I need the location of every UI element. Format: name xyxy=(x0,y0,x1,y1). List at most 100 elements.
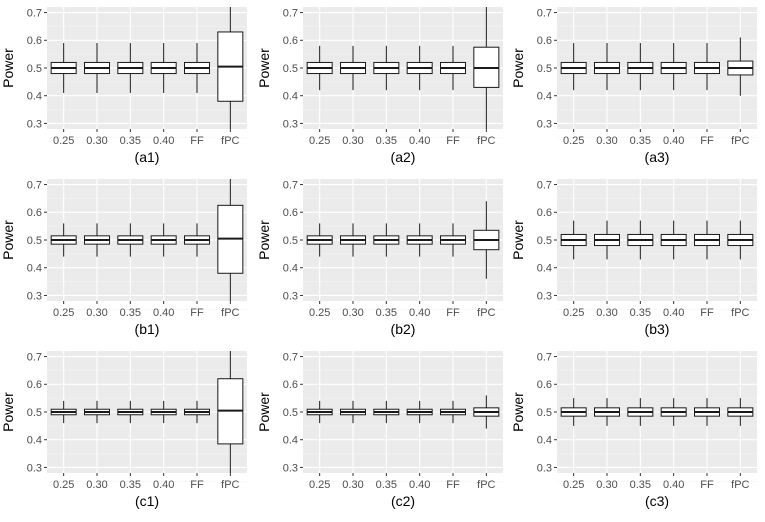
y-tick-label: 0.7 xyxy=(537,351,552,363)
y-tick-label: 0.7 xyxy=(27,7,42,19)
box-0.25 xyxy=(50,223,77,257)
panel-c3: 0.3 0.4 0.5 0.6 0.7 0.25 0.30 0.35 0.40 FF fPC Powe… xyxy=(510,351,757,509)
box-FF xyxy=(694,220,720,260)
box-0.30 xyxy=(84,43,110,93)
x-tick-label: 0.25 xyxy=(309,479,330,491)
box-fPC xyxy=(727,37,754,96)
y-tick-label: 0.7 xyxy=(537,7,552,19)
box-0.40 xyxy=(406,45,433,91)
box-0.35 xyxy=(373,400,400,424)
y-tick-label: 0.5 xyxy=(27,407,42,419)
box-FF xyxy=(694,43,720,91)
y-tick-label: 0.4 xyxy=(537,435,552,447)
x-tick-label: fPC xyxy=(221,479,239,491)
x-tick-label: 0.40 xyxy=(409,307,430,319)
y-tick-label: 0.6 xyxy=(537,379,552,391)
x-tick-label: FF xyxy=(446,135,460,147)
y-tick-label: 0.3 xyxy=(283,462,298,474)
box-FF xyxy=(184,223,210,257)
panel-c2: 0.3 0.4 0.5 0.6 0.7 0.25 0.30 0.35 0.40 FF fPC Powe… xyxy=(256,351,503,509)
x-tick-label: 0.25 xyxy=(309,135,330,147)
panel-a1: 0.3 0.4 0.5 0.6 0.7 0.25 0.30 0.35 0.40 FF fPC Powe… xyxy=(0,7,247,165)
x-tick-label: 0.35 xyxy=(630,479,651,491)
box-0.30 xyxy=(340,400,366,424)
y-tick-label: 0.4 xyxy=(283,91,298,103)
panel-label: (a3) xyxy=(645,149,670,165)
y-tick-label: 0.5 xyxy=(537,407,552,419)
box-0.35 xyxy=(627,43,654,91)
x-tick-label: 0.30 xyxy=(86,307,107,319)
x-tick-label: 0.30 xyxy=(86,479,107,491)
x-tick-label: fPC xyxy=(477,307,495,319)
box-0.40 xyxy=(150,400,177,424)
x-tick-label: 0.35 xyxy=(376,135,397,147)
y-tick-label: 0.7 xyxy=(27,351,42,363)
x-tick-label: 0.30 xyxy=(596,307,617,319)
box-fPC xyxy=(217,179,244,301)
panel-label: (b3) xyxy=(645,321,670,337)
panel-label: (c2) xyxy=(391,493,415,509)
y-tick-label: 0.4 xyxy=(283,263,298,275)
y-axis-label: Power xyxy=(510,220,526,260)
x-tick-label: 0.25 xyxy=(563,135,584,147)
panel-b3: 0.3 0.4 0.5 0.6 0.7 0.25 0.30 0.35 0.40 FF fPC Powe… xyxy=(510,179,757,337)
y-tick-label: 0.3 xyxy=(27,462,42,474)
box-FF xyxy=(184,400,210,424)
y-tick-label: 0.5 xyxy=(283,407,298,419)
y-tick-label: 0.7 xyxy=(283,351,298,363)
y-axis-label: Power xyxy=(256,392,272,432)
x-tick-label: fPC xyxy=(477,479,495,491)
x-tick-label: 0.40 xyxy=(663,307,684,319)
y-axis-label: Power xyxy=(256,220,272,260)
x-tick-label: 0.40 xyxy=(153,307,174,319)
box-fPC xyxy=(727,220,754,260)
x-tick-label: 0.35 xyxy=(376,307,397,319)
box-0.30 xyxy=(594,220,620,260)
box-0.35 xyxy=(373,223,400,257)
y-axis-label: Power xyxy=(0,48,16,88)
y-tick-label: 0.3 xyxy=(283,118,298,130)
x-tick-label: 0.35 xyxy=(120,307,141,319)
y-tick-label: 0.4 xyxy=(537,91,552,103)
y-tick-label: 0.3 xyxy=(27,290,42,302)
y-tick-label: 0.7 xyxy=(283,179,298,191)
x-tick-label: FF xyxy=(190,135,204,147)
y-tick-label: 0.5 xyxy=(537,63,552,75)
x-tick-label: 0.40 xyxy=(153,135,174,147)
x-tick-label: 0.35 xyxy=(630,307,651,319)
box-0.35 xyxy=(373,45,400,91)
x-tick-label: fPC xyxy=(731,135,749,147)
x-tick-label: 0.25 xyxy=(53,135,74,147)
box-fPC xyxy=(217,351,244,473)
y-tick-label: 0.7 xyxy=(537,179,552,191)
y-tick-label: 0.6 xyxy=(537,35,552,47)
box-0.40 xyxy=(660,398,687,426)
panel-label: (c1) xyxy=(135,493,159,509)
y-axis-label: Power xyxy=(0,220,16,260)
box-0.25 xyxy=(560,43,587,91)
box-0.25 xyxy=(560,398,587,426)
panel-label: (a1) xyxy=(135,149,160,165)
panel-label: (a2) xyxy=(391,149,416,165)
y-tick-label: 0.5 xyxy=(283,235,298,247)
y-tick-label: 0.3 xyxy=(537,462,552,474)
box-0.40 xyxy=(406,223,433,257)
y-tick-label: 0.6 xyxy=(27,207,42,219)
y-tick-label: 0.6 xyxy=(283,35,298,47)
y-axis-label: Power xyxy=(256,48,272,88)
x-tick-label: 0.30 xyxy=(342,307,363,319)
box-fPC xyxy=(473,395,500,429)
x-tick-label: 0.25 xyxy=(563,479,584,491)
y-tick-label: 0.7 xyxy=(27,179,42,191)
box-0.35 xyxy=(117,223,144,257)
box-0.40 xyxy=(406,400,433,424)
box-0.30 xyxy=(340,45,366,91)
y-tick-label: 0.5 xyxy=(537,235,552,247)
box-0.25 xyxy=(50,400,77,424)
panel-b2: 0.3 0.4 0.5 0.6 0.7 0.25 0.30 0.35 0.40 FF fPC Powe… xyxy=(256,179,503,337)
panel-b1: 0.3 0.4 0.5 0.6 0.7 0.25 0.30 0.35 0.40 FF fPC Powe… xyxy=(0,179,247,337)
box-fPC xyxy=(727,398,754,426)
x-tick-label: FF xyxy=(700,135,714,147)
x-tick-label: 0.30 xyxy=(342,479,363,491)
x-tick-label: fPC xyxy=(731,307,749,319)
